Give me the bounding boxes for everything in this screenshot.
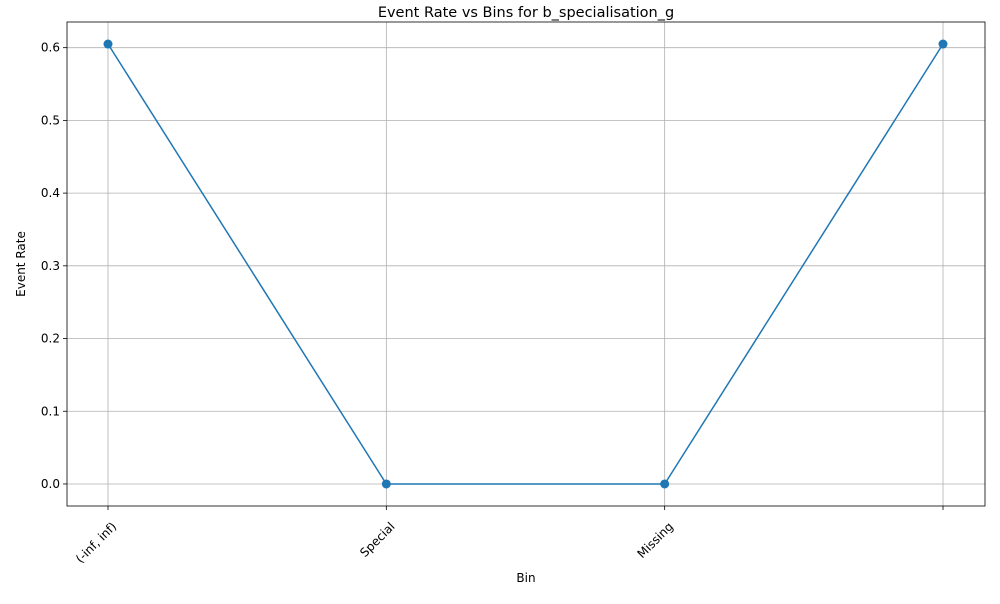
y-tick-label: 0.1	[41, 404, 60, 418]
data-point	[938, 39, 948, 49]
series-line	[107, 43, 944, 485]
x-axis-label: Bin	[516, 571, 535, 585]
chart-title: Event Rate vs Bins for b_specialisation_…	[378, 5, 674, 21]
y-tick-label: 0.6	[41, 41, 60, 55]
y-tick-label: 0.0	[41, 477, 60, 491]
y-tick-label: 0.4	[41, 186, 60, 200]
data-point	[381, 479, 391, 489]
y-tick-label: 0.3	[41, 259, 60, 273]
series	[103, 39, 948, 489]
y-axis-label: Event Rate	[14, 231, 28, 297]
data-point	[103, 39, 113, 49]
plot-area-frame	[66, 21, 986, 507]
y-tick-label: 0.5	[41, 113, 60, 127]
data-point	[660, 479, 670, 489]
y-tick-label: 0.2	[41, 332, 60, 346]
